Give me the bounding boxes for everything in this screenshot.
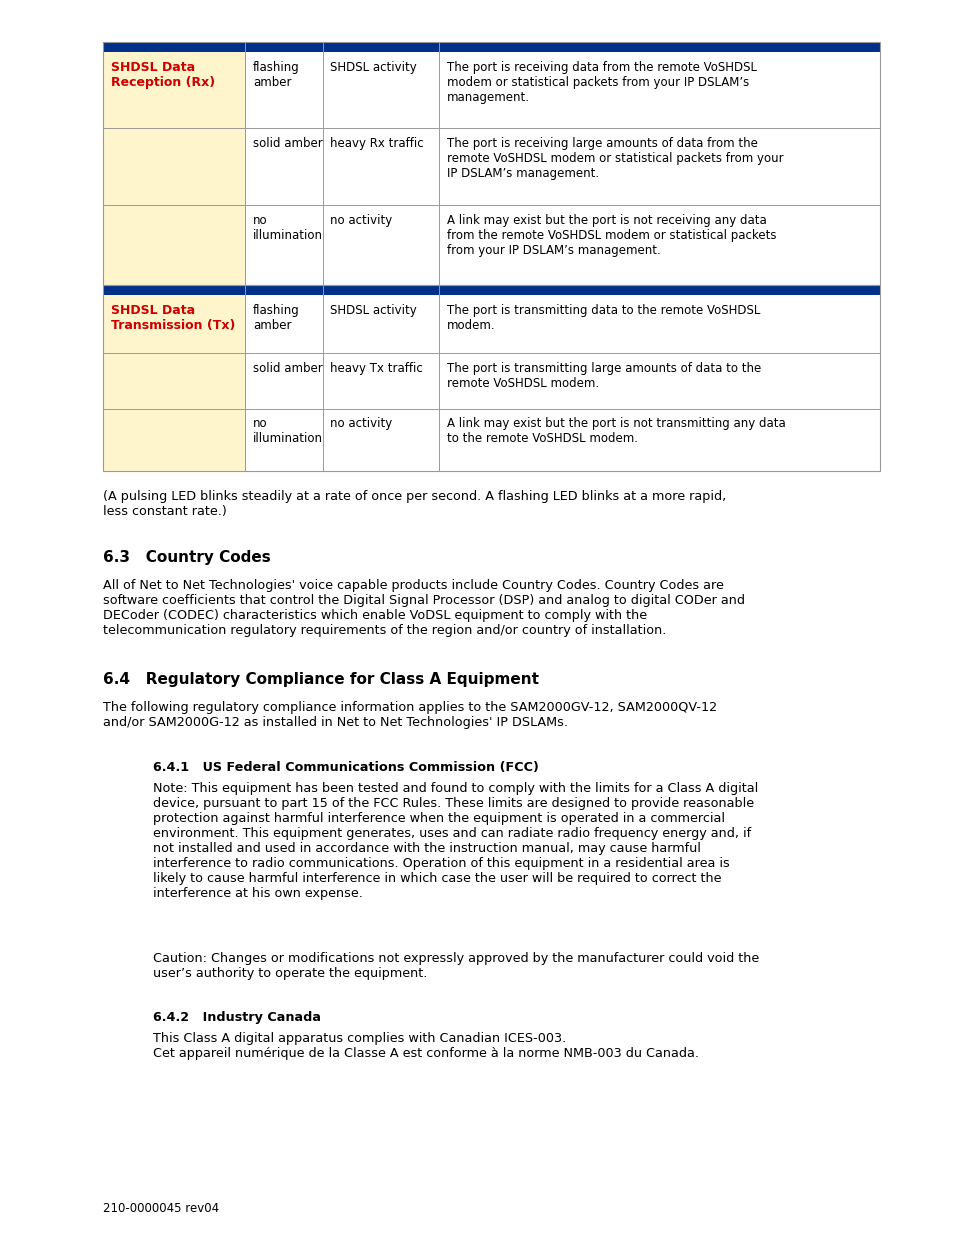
Bar — [103, 285, 879, 471]
Text: no
illumination: no illumination — [253, 417, 322, 446]
Text: Caution: Changes or modifications not expressly approved by the manufacturer cou: Caution: Changes or modifications not ex… — [152, 952, 758, 981]
Bar — [103, 42, 879, 285]
Text: The port is transmitting large amounts of data to the
remote VoSHDSL modem.: The port is transmitting large amounts o… — [446, 362, 760, 390]
Bar — [438, 205, 879, 285]
Bar — [322, 128, 438, 205]
Text: flashing
amber: flashing amber — [253, 61, 299, 89]
Text: 6.4   Regulatory Compliance for Class A Equipment: 6.4 Regulatory Compliance for Class A Eq… — [103, 672, 538, 687]
Bar — [103, 52, 245, 285]
Bar — [322, 52, 438, 128]
Bar — [245, 128, 322, 205]
Text: no activity: no activity — [330, 214, 393, 227]
Bar — [322, 295, 438, 353]
Text: All of Net to Net Technologies' voice capable products include Country Codes. Co: All of Net to Net Technologies' voice ca… — [103, 579, 744, 637]
Bar — [245, 409, 322, 471]
Text: no activity: no activity — [330, 417, 393, 431]
Text: This Class A digital apparatus complies with Canadian ICES-003.
Cet appareil num: This Class A digital apparatus complies … — [152, 1032, 698, 1061]
Bar — [103, 42, 879, 52]
Bar — [103, 295, 245, 471]
Bar — [438, 295, 879, 353]
Text: flashing
amber: flashing amber — [253, 304, 299, 332]
Bar — [322, 409, 438, 471]
Bar — [245, 52, 322, 128]
Text: solid amber: solid amber — [253, 362, 322, 375]
Text: The following regulatory compliance information applies to the SAM2000GV-12, SAM: The following regulatory compliance info… — [103, 701, 717, 730]
Text: SHDSL Data
Transmission (Tx): SHDSL Data Transmission (Tx) — [111, 304, 234, 332]
Bar — [245, 205, 322, 285]
Text: A link may exist but the port is not receiving any data
from the remote VoSHDSL : A link may exist but the port is not rec… — [446, 214, 776, 257]
Text: The port is receiving data from the remote VoSHDSL
modem or statistical packets : The port is receiving data from the remo… — [446, 61, 756, 104]
Text: The port is transmitting data to the remote VoSHDSL
modem.: The port is transmitting data to the rem… — [446, 304, 760, 332]
Bar — [245, 295, 322, 353]
Text: 210-0000045 rev04: 210-0000045 rev04 — [103, 1202, 219, 1215]
Bar — [322, 353, 438, 409]
Text: no
illumination: no illumination — [253, 214, 322, 242]
Bar — [438, 353, 879, 409]
Text: 6.4.2   Industry Canada: 6.4.2 Industry Canada — [152, 1011, 320, 1025]
Text: SHDSL activity: SHDSL activity — [330, 304, 416, 317]
Text: Note: This equipment has been tested and found to comply with the limits for a C: Note: This equipment has been tested and… — [152, 782, 757, 900]
Bar — [322, 205, 438, 285]
Text: heavy Tx traffic: heavy Tx traffic — [330, 362, 423, 375]
Text: 6.3   Country Codes: 6.3 Country Codes — [103, 550, 271, 564]
Text: The port is receiving large amounts of data from the
remote VoSHDSL modem or sta: The port is receiving large amounts of d… — [446, 137, 782, 180]
Bar — [438, 52, 879, 128]
Bar — [245, 353, 322, 409]
Text: SHDSL Data
Reception (Rx): SHDSL Data Reception (Rx) — [111, 61, 214, 89]
Text: heavy Rx traffic: heavy Rx traffic — [330, 137, 424, 151]
Bar — [438, 128, 879, 205]
Text: SHDSL activity: SHDSL activity — [330, 61, 416, 74]
Text: solid amber: solid amber — [253, 137, 322, 151]
Text: A link may exist but the port is not transmitting any data
to the remote VoSHDSL: A link may exist but the port is not tra… — [446, 417, 785, 446]
Bar — [438, 409, 879, 471]
Text: 6.4.1   US Federal Communications Commission (FCC): 6.4.1 US Federal Communications Commissi… — [152, 761, 537, 774]
Bar — [103, 285, 879, 295]
Text: (A pulsing LED blinks steadily at a rate of once per second. A flashing LED blin: (A pulsing LED blinks steadily at a rate… — [103, 490, 725, 519]
